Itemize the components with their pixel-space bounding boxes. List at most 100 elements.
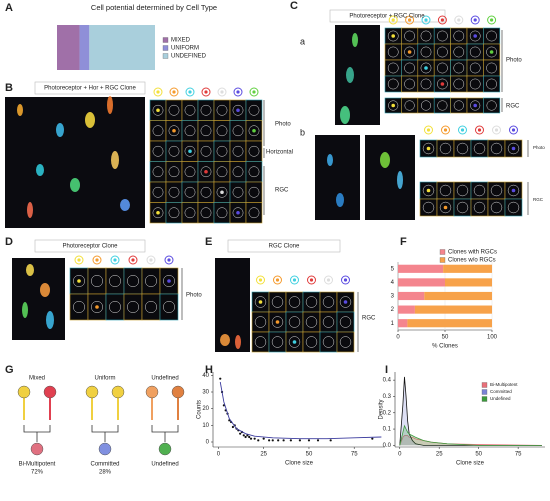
header-marker bbox=[473, 18, 477, 22]
cell-outline bbox=[387, 46, 399, 58]
bar-segment bbox=[445, 278, 492, 287]
cell-signal bbox=[188, 149, 192, 154]
cell-outline bbox=[216, 125, 228, 137]
panel-label: C bbox=[290, 0, 298, 12]
cell-outline bbox=[144, 274, 158, 288]
x-tick-label: 75 bbox=[515, 452, 522, 458]
legend-label: Bi-Multipotent bbox=[490, 382, 518, 387]
cell-outline bbox=[339, 316, 352, 328]
header-marker bbox=[492, 125, 501, 135]
cell-outline bbox=[168, 166, 180, 178]
y-tick-label: 30 bbox=[202, 390, 209, 396]
header-marker bbox=[128, 255, 138, 265]
point bbox=[268, 439, 271, 442]
point bbox=[244, 435, 247, 439]
cell-outline bbox=[126, 300, 140, 314]
header-marker bbox=[460, 128, 465, 132]
grid-cell bbox=[450, 97, 468, 114]
grid-cell bbox=[487, 198, 506, 217]
x-tick-label: 50 bbox=[306, 452, 313, 458]
panel-label: G bbox=[5, 364, 14, 376]
cell bbox=[56, 123, 64, 137]
cell-signal bbox=[258, 300, 263, 304]
grid-cell bbox=[319, 311, 338, 333]
grid-cell bbox=[165, 202, 183, 224]
cell bbox=[120, 199, 130, 211]
header-marker bbox=[443, 128, 448, 132]
x-tick-label: 0 bbox=[398, 452, 402, 458]
legend-swatch bbox=[162, 53, 169, 59]
panel-label: E bbox=[205, 236, 212, 248]
soma bbox=[111, 385, 125, 399]
grid-cell bbox=[165, 99, 183, 121]
micrograph bbox=[12, 258, 65, 340]
panel-label: H bbox=[205, 364, 213, 376]
cell-outline bbox=[254, 316, 267, 328]
grid-cell bbox=[197, 181, 215, 203]
header-marker bbox=[233, 87, 243, 97]
cell bbox=[352, 33, 358, 47]
cell-outline bbox=[422, 184, 435, 197]
grid-cell bbox=[285, 311, 304, 333]
lineage-tree bbox=[23, 425, 51, 442]
grid-cell bbox=[123, 293, 143, 321]
cell-signal bbox=[343, 300, 348, 304]
cell-outline bbox=[184, 207, 196, 219]
legend-label: Committed bbox=[490, 389, 512, 394]
bar-segment bbox=[398, 264, 444, 273]
cell bbox=[220, 334, 230, 346]
grid-cell bbox=[483, 75, 501, 93]
cell-outline bbox=[469, 62, 481, 74]
cell-signal bbox=[172, 128, 176, 133]
header-marker bbox=[252, 90, 256, 94]
cell-outline bbox=[248, 145, 260, 157]
cell-outline bbox=[108, 300, 122, 314]
x-axis-label: Clone size bbox=[456, 461, 485, 467]
grid-cell bbox=[401, 59, 419, 77]
header-marker bbox=[258, 278, 263, 282]
y-tick-label: 5 bbox=[391, 266, 395, 272]
grid-cell bbox=[165, 181, 183, 203]
point bbox=[289, 439, 292, 442]
cell-signal bbox=[236, 108, 240, 113]
cell-outline bbox=[232, 145, 244, 157]
grid-cell bbox=[229, 120, 247, 142]
grid-cell bbox=[149, 161, 167, 183]
grid-cell bbox=[504, 198, 523, 217]
grid-cell bbox=[336, 331, 355, 353]
row-label: Photo bbox=[186, 293, 202, 299]
cell-outline bbox=[486, 100, 497, 111]
cell-outline bbox=[248, 186, 260, 198]
cell-outline bbox=[486, 46, 497, 58]
legend-swatch bbox=[481, 389, 488, 395]
grid-cell bbox=[384, 59, 402, 77]
y-tick-label: 4 bbox=[391, 280, 395, 286]
header-marker bbox=[95, 258, 99, 262]
cell-signal bbox=[204, 169, 208, 174]
cell-signal bbox=[95, 305, 99, 309]
legend-label: UNDEFINED bbox=[171, 54, 207, 60]
header-marker bbox=[391, 18, 395, 22]
grid-cell bbox=[165, 140, 183, 162]
grid-cell bbox=[245, 99, 263, 121]
grid-cell bbox=[105, 293, 125, 321]
cell-outline bbox=[473, 142, 486, 155]
cell-outline bbox=[152, 145, 164, 157]
cell bbox=[36, 164, 44, 176]
header-marker bbox=[275, 278, 280, 282]
y-tick-label: 0.0 bbox=[383, 443, 392, 449]
header-marker bbox=[167, 258, 171, 262]
cell-outline bbox=[339, 336, 352, 348]
header-marker bbox=[153, 87, 163, 97]
y-tick-label: 2 bbox=[391, 307, 395, 313]
cell-outline bbox=[339, 296, 352, 308]
grid-cell bbox=[417, 27, 435, 45]
cell bbox=[107, 96, 113, 114]
grid-cell bbox=[165, 161, 183, 183]
grid-cell bbox=[213, 120, 231, 142]
cell-outline bbox=[404, 46, 415, 58]
progenitor bbox=[98, 442, 112, 456]
cell bbox=[17, 104, 23, 116]
header-marker bbox=[324, 275, 333, 285]
grid-cell bbox=[483, 59, 501, 77]
